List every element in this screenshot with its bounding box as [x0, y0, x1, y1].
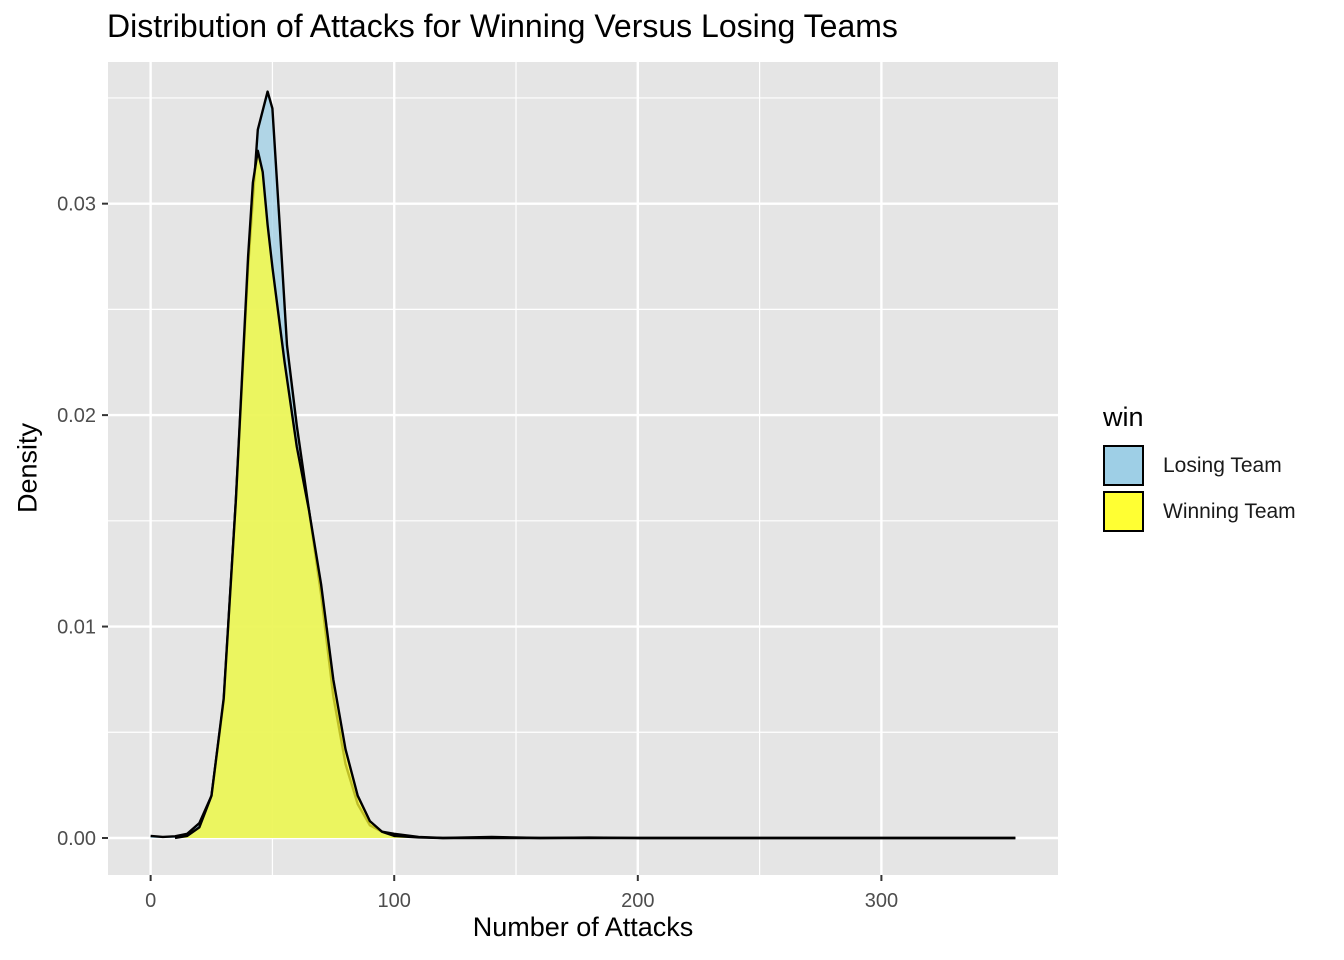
x-tick-label: 100 [378, 890, 411, 912]
y-tick-label: 0.01 [57, 617, 96, 639]
x-tick-label: 0 [145, 890, 156, 912]
y-tick-label: 0.03 [57, 194, 96, 216]
legend-item-winning-team: Winning Team [1103, 491, 1333, 535]
y-axis-label: Density [12, 422, 43, 514]
legend-key-losing-team [1103, 445, 1144, 486]
x-axis-label: Number of Attacks [472, 912, 694, 942]
density-areas [150, 90, 1016, 840]
legend-key-winning-team [1103, 491, 1144, 532]
legend-label-winning-team: Winning Team [1163, 500, 1296, 523]
x-axis-ticks: 0 100 200 300 [145, 875, 898, 912]
density-area-winning-team [175, 150, 1016, 839]
density-line-winning-team [174, 149, 1016, 840]
x-tick-label: 300 [865, 890, 898, 912]
legend-title: win [1103, 402, 1144, 432]
legend-label-losing-team: Losing Team [1163, 454, 1282, 477]
x-tick-label: 200 [621, 890, 654, 912]
y-tick-label: 0.02 [57, 405, 96, 427]
legend-item-losing-team: Losing Team [1103, 445, 1333, 489]
y-tick-label: 0.00 [57, 828, 96, 850]
y-axis-ticks: 0.00 0.01 0.02 0.03 [57, 194, 108, 850]
chart-title: Distribution of Attacks for Winning Vers… [107, 8, 898, 44]
